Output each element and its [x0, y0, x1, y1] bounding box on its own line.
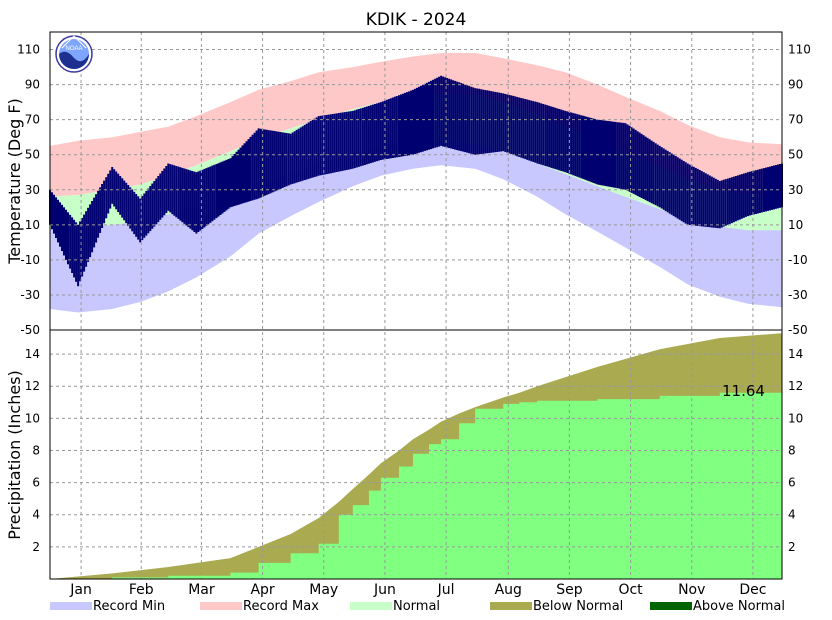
temperature-tick-label-right: -10: [788, 253, 808, 267]
actual-precipitation-area: [50, 392, 782, 579]
precipitation-tick-label-right: 8: [788, 443, 796, 457]
legend-label: Below Normal: [533, 599, 623, 614]
month-tick-label: Jan: [69, 582, 92, 598]
temperature-tick-label-left: 70: [25, 113, 40, 127]
legend: Record Min Record Max Normal Below Normal Ab…: [50, 599, 785, 614]
precipitation-tick-label-right: 12: [788, 379, 803, 393]
grid-lines: [50, 32, 782, 579]
precipitation-tick-label-right: 6: [788, 476, 796, 490]
temperature-tick-label-right: 110: [788, 43, 811, 57]
month-tick-label: Mar: [188, 582, 215, 598]
noaa-logo-text: NOAA: [65, 46, 82, 52]
temperature-tick-label-left: 30: [25, 183, 40, 197]
temperature-tick-label-right: 50: [788, 148, 803, 162]
temperature-plot: [49, 53, 783, 313]
chart-title: KDIK - 2024: [366, 10, 467, 30]
month-tick-label: Oct: [618, 582, 643, 598]
month-tick-label: Jul: [437, 582, 455, 598]
legend-label: Record Max: [243, 599, 319, 614]
temperature-tick-label-left: 50: [25, 148, 40, 162]
precipitation-tick-label-left: 8: [32, 443, 40, 457]
legend-label: Above Normal: [693, 599, 785, 614]
precipitation-tick-label-right: 14: [788, 347, 803, 361]
month-tick-label: Sep: [556, 582, 583, 598]
axis-tick-labels: 110 110 90 90 70 70 50 50 30 30 10 10 -10 -10 -30 -30 -5…: [17, 43, 811, 598]
precipitation-y-axis-label: Precipitation (Inches): [5, 370, 24, 540]
temperature-tick-label-right: 10: [788, 218, 803, 232]
temperature-tick-label-right: 30: [788, 183, 803, 197]
precipitation-plot: [50, 333, 782, 579]
legend-swatch: [200, 602, 242, 610]
temperature-tick-label-right: -30: [788, 288, 808, 302]
precipitation-total-label: 11.64: [722, 382, 765, 400]
legend-label: Normal: [393, 599, 440, 614]
temperature-tick-label-left: 10: [25, 218, 40, 232]
precipitation-tick-label-left: 12: [25, 379, 40, 393]
temperature-tick-label-left: -10: [20, 253, 40, 267]
temperature-tick-label-left: -30: [20, 288, 40, 302]
precipitation-tick-label-right: 10: [788, 411, 803, 425]
month-tick-label: Aug: [495, 582, 522, 598]
legend-swatch: [650, 602, 692, 610]
legend-swatch: [490, 602, 532, 610]
precipitation-tick-label-left: 4: [32, 508, 40, 522]
temperature-tick-label-right: 90: [788, 78, 803, 92]
legend-swatch: [50, 602, 92, 610]
precipitation-tick-label-right: 4: [788, 508, 796, 522]
month-tick-label: Apr: [250, 582, 274, 598]
precipitation-tick-label-left: 2: [32, 540, 40, 554]
temperature-tick-label-left: -50: [20, 323, 40, 337]
precipitation-tick-label-right: 2: [788, 540, 796, 554]
temperature-tick-label-left: 110: [17, 43, 40, 57]
precipitation-tick-label-left: 10: [25, 411, 40, 425]
month-tick-label: May: [309, 582, 338, 598]
temperature-tick-label-right: -50: [788, 323, 808, 337]
legend-swatch: [350, 602, 392, 610]
temperature-y-axis-label: Temperature (Deg F): [5, 98, 24, 265]
noaa-logo: NOAA: [55, 35, 93, 73]
precipitation-tick-label-left: 14: [25, 347, 40, 361]
legend-label: Record Min: [93, 599, 165, 614]
record-max-band: [50, 53, 782, 197]
month-tick-label: Feb: [129, 582, 154, 598]
month-tick-label: Nov: [678, 582, 705, 598]
month-tick-label: Jun: [373, 582, 396, 598]
temperature-tick-label-right: 70: [788, 113, 803, 127]
temperature-tick-label-left: 90: [25, 78, 40, 92]
precipitation-frame: [49, 329, 783, 580]
month-tick-label: Dec: [739, 582, 766, 598]
precipitation-tick-label-left: 6: [32, 476, 40, 490]
